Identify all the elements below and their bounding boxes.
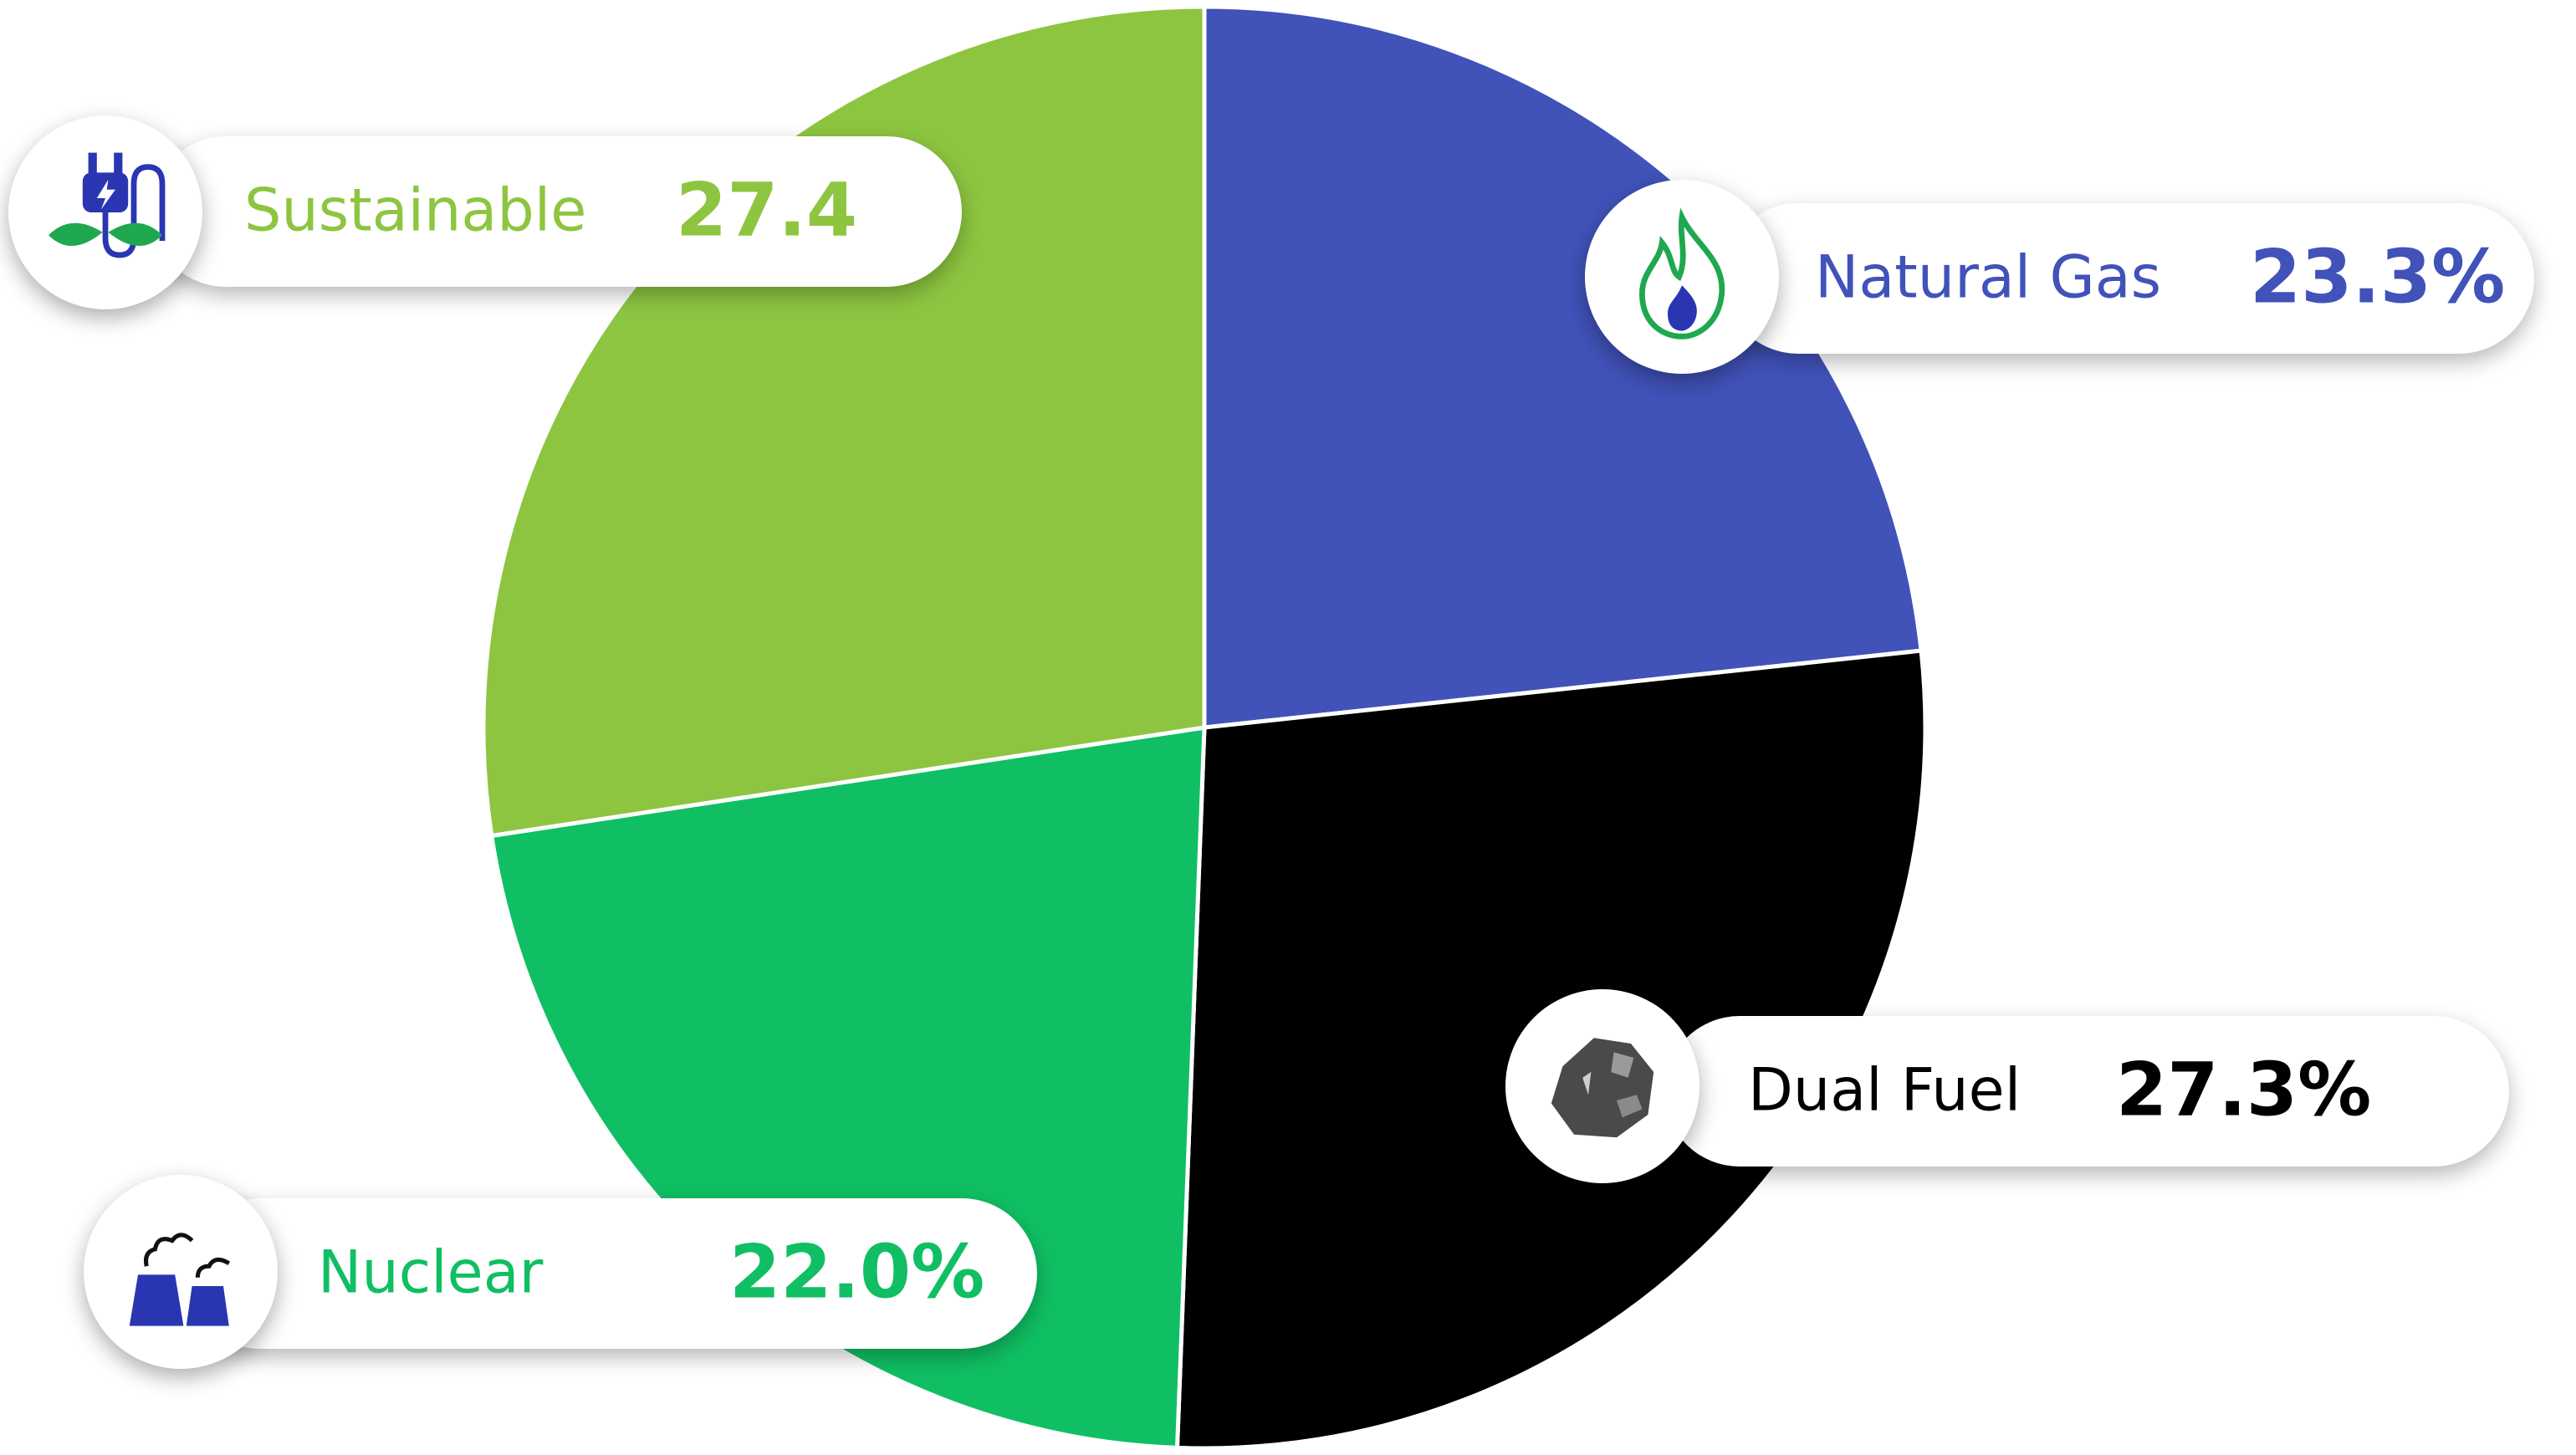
eco-plug-icon [49, 152, 166, 258]
slice-label-sustainable: Sustainable [244, 176, 587, 245]
natural-gas-icon-badge [1585, 180, 1779, 374]
sustainable-icon-badge [8, 115, 202, 309]
pie-slice-sustainable [481, 4, 1207, 839]
callout-nuclear: Nuclear 22.0% [184, 1198, 1037, 1349]
callout-natural-gas: Natural Gas 23.3% [1723, 203, 2534, 354]
slice-value-nuclear: 22.0% [729, 1228, 985, 1315]
pie-slice-natural-gas [1202, 4, 1924, 730]
callout-dual-fuel: Dual Fuel 27.3% [1664, 1016, 2509, 1167]
cooling-towers-icon [129, 1233, 231, 1326]
slice-value-dual-fuel: 27.3% [2116, 1046, 2372, 1133]
coal-icon [1551, 1038, 1654, 1138]
dual-fuel-icon-badge [1505, 989, 1699, 1183]
slice-label-natural-gas: Natural Gas [1815, 242, 2162, 312]
callout-sustainable: Sustainable 27.4 [151, 136, 962, 287]
slice-value-sustainable: 27.4 [676, 166, 858, 253]
slice-value-natural-gas: 23.3% [2250, 233, 2506, 320]
nuclear-icon-badge [84, 1175, 278, 1369]
slice-label-dual-fuel: Dual Fuel [1748, 1055, 2021, 1125]
gas-flame-icon [1638, 207, 1725, 340]
slice-label-nuclear: Nuclear [318, 1238, 544, 1307]
